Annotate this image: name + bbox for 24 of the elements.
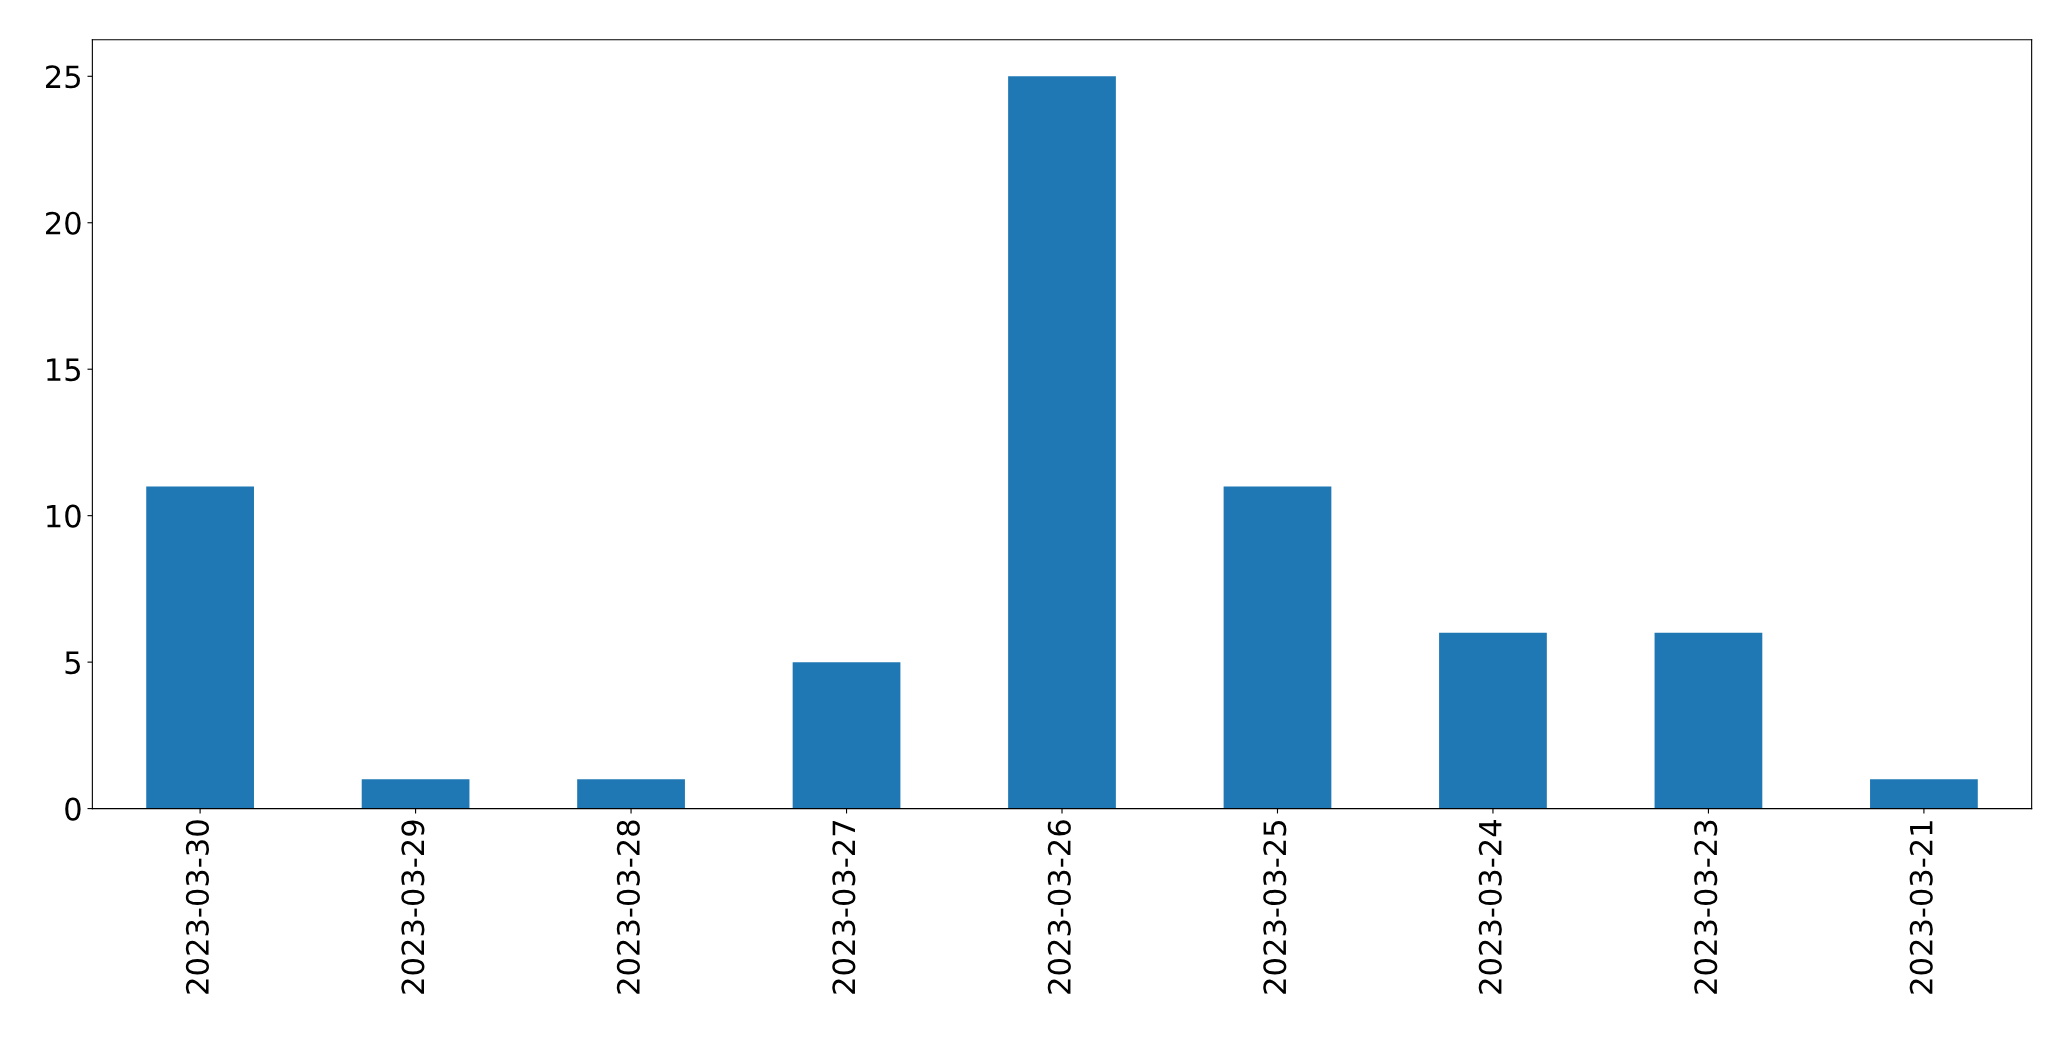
- y-tick-label: 15: [47, 358, 80, 382]
- bar: [792, 662, 901, 809]
- x-tick-label: 2023-03-30: [185, 820, 209, 994]
- bar: [361, 779, 470, 809]
- y-tick-label: 20: [46, 211, 81, 235]
- y-tick-label: 25: [46, 65, 80, 89]
- bar: [1870, 779, 1978, 809]
- y-tick-label: 0: [65, 797, 81, 821]
- y-tick-label: 5: [65, 651, 80, 675]
- bar: [1654, 632, 1763, 809]
- y-tick-label: 10: [47, 504, 81, 528]
- x-tick-label: 2023-03-29: [401, 820, 425, 994]
- x-tick-label: 2023-03-23: [1694, 820, 1718, 994]
- bar: [1439, 632, 1547, 809]
- x-tick-label: 2023-03-25: [1263, 820, 1287, 994]
- x-tick-label: 2023-03-24: [1478, 820, 1502, 994]
- x-tick-label: 2023-03-27: [832, 820, 856, 994]
- bar: [1223, 486, 1332, 809]
- bar: [146, 486, 254, 809]
- x-tick-label: 2023-03-26: [1047, 820, 1071, 994]
- x-tick-label: 2023-03-28: [616, 820, 640, 994]
- bar: [577, 779, 685, 809]
- bar: [1008, 76, 1116, 809]
- x-tick-label: 2023-03-21: [1909, 821, 1933, 994]
